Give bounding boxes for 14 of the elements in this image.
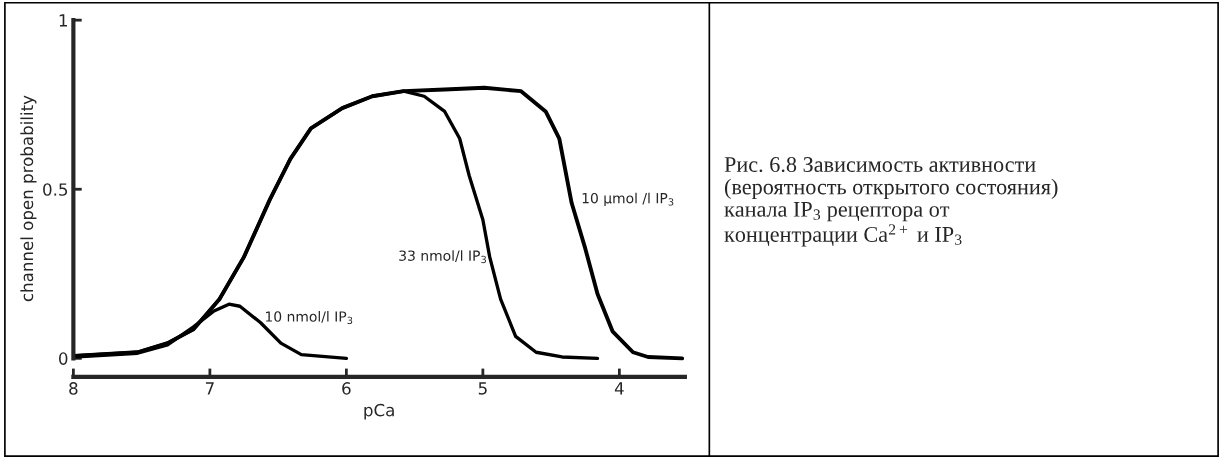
x-tick-label: 4 <box>614 382 624 395</box>
y-axis-title: channel open probability <box>20 95 37 302</box>
series-label: 10 nmol/l IP$_{3}$ <box>266 311 353 324</box>
y-tick-label: 0 <box>59 352 68 365</box>
series-label: 33 nmol/l IP$_{3}$ <box>399 250 486 264</box>
y-tick-label: 0.5 <box>43 183 68 196</box>
x-tick-label: 7 <box>205 382 214 395</box>
x-axis-title: pCa <box>364 403 394 420</box>
text: Рис. 6.8 Зависимость активности (вероятность открытого состояния) канала IP$_{3}$ рецептора от концентрации Ca$^{2+}$ и IP$_{3}$ <box>724 157 1058 247</box>
y-tick-label: 1 <box>59 14 67 27</box>
series-label: 10 µmol /l IP$_{3}$ <box>582 192 674 207</box>
x-tick-label: 6 <box>342 382 351 395</box>
x-tick-label: 5 <box>478 382 487 395</box>
x-tick-label: 8 <box>69 382 78 395</box>
